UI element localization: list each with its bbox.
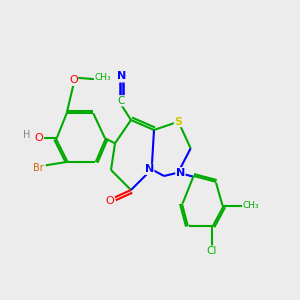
Text: CH₃: CH₃: [94, 73, 111, 82]
Text: O: O: [69, 76, 78, 85]
Text: Br: Br: [33, 163, 44, 173]
Text: N: N: [176, 168, 185, 178]
Text: H: H: [23, 130, 30, 140]
Text: S: S: [174, 117, 182, 127]
Text: N: N: [145, 164, 154, 174]
Text: CH₃: CH₃: [242, 202, 259, 211]
Text: O: O: [34, 133, 43, 143]
Text: N: N: [117, 71, 126, 81]
Text: C: C: [118, 96, 125, 106]
Text: O: O: [106, 196, 114, 206]
Text: Cl: Cl: [207, 246, 217, 256]
